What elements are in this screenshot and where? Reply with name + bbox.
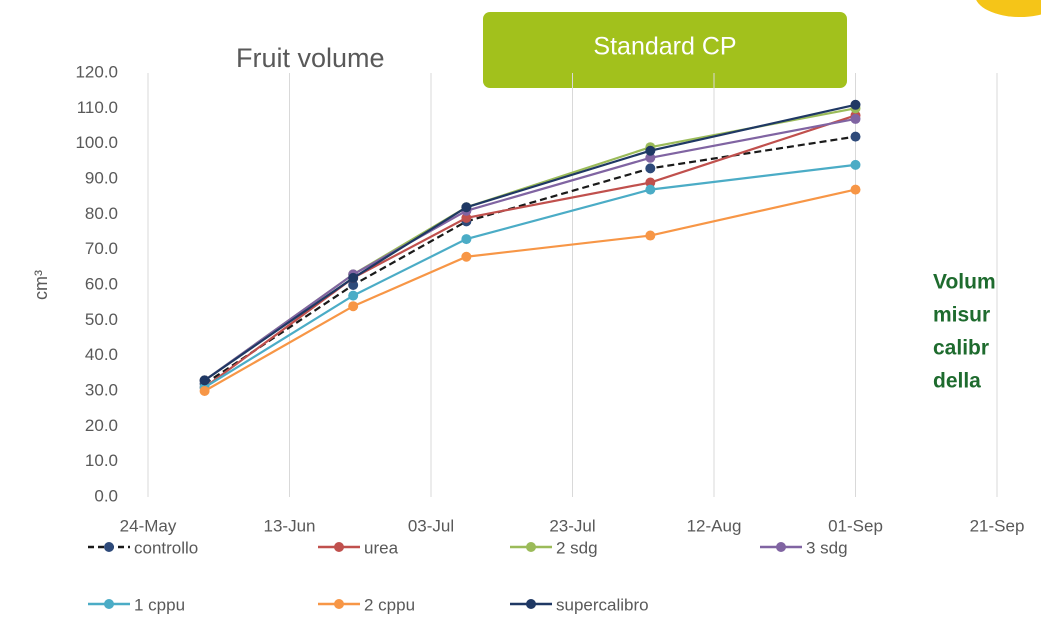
- data-point: [348, 290, 359, 301]
- data-point: [461, 251, 472, 262]
- data-point: [348, 301, 359, 312]
- legend-label: 2 cppu: [364, 595, 415, 614]
- series-line: [203, 114, 856, 389]
- data-point: [850, 99, 861, 110]
- data-point: [850, 159, 861, 170]
- y-tick-label: 90.0: [85, 168, 118, 187]
- data-point: [348, 280, 359, 290]
- legend-label: supercalibro: [556, 595, 649, 614]
- series-line: [203, 107, 856, 382]
- badge: Standard CP: [593, 33, 736, 61]
- data-point: [461, 212, 472, 223]
- legend-label: 1 cppu: [134, 595, 185, 614]
- series-line: [203, 103, 856, 382]
- legend-label: 2 sdg: [556, 538, 598, 557]
- legend-label: urea: [364, 538, 399, 557]
- annotation: della: [933, 370, 981, 393]
- x-tick-label: 13-Jun: [264, 516, 316, 535]
- data-point: [850, 131, 861, 142]
- data-point: [199, 375, 210, 386]
- series-line: [204, 188, 856, 392]
- legend-marker: [104, 599, 114, 609]
- x-tick-label: 23-Jul: [549, 516, 595, 535]
- x-tick-label: 01-Sep: [828, 516, 883, 535]
- legend-marker: [334, 542, 344, 552]
- legend-label: 3 sdg: [806, 538, 848, 557]
- y-axis-label: cm³: [31, 270, 51, 300]
- y-tick-label: 60.0: [85, 274, 118, 293]
- series-line: [203, 135, 856, 385]
- data-point: [348, 272, 359, 283]
- y-tick-label: 70.0: [85, 239, 118, 258]
- data-point: [199, 386, 210, 396]
- annotation: calibr: [933, 337, 989, 360]
- annotation: Volum: [933, 271, 996, 294]
- legend-marker: [334, 599, 344, 609]
- series-line: [204, 163, 856, 389]
- x-tick-label: 24-May: [120, 516, 177, 535]
- data-point: [850, 184, 861, 195]
- y-tick-label: 40.0: [85, 345, 118, 364]
- data-point: [645, 177, 656, 188]
- data-point: [461, 202, 472, 213]
- y-tick-label: 110.0: [77, 98, 118, 117]
- data-point: [645, 152, 656, 163]
- data-point: [645, 184, 656, 195]
- annotation: misur: [933, 304, 990, 327]
- y-tick-label: 120.0: [75, 62, 118, 81]
- decoration: [976, 0, 1041, 17]
- badge-box: [483, 12, 847, 88]
- y-tick-label: 80.0: [85, 204, 118, 223]
- y-tick-label: 30.0: [85, 380, 118, 399]
- y-tick-label: 100.0: [75, 133, 118, 152]
- x-tick-label: 21-Sep: [970, 516, 1025, 535]
- x-tick-label: 12-Aug: [687, 516, 742, 535]
- legend-marker: [526, 542, 536, 552]
- y-tick-label: 20.0: [85, 416, 118, 435]
- data-point: [645, 145, 656, 156]
- data-point: [645, 230, 656, 241]
- y-tick-label: 0.0: [94, 486, 118, 505]
- y-tick-label: 10.0: [85, 451, 118, 470]
- legend-marker: [104, 542, 114, 552]
- data-point: [461, 234, 472, 245]
- legend-label: controllo: [134, 538, 198, 557]
- legend-marker: [776, 542, 786, 552]
- legend-marker: [526, 599, 536, 609]
- data-point: [645, 163, 656, 174]
- data-point: [850, 113, 861, 124]
- y-tick-label: 50.0: [85, 310, 118, 329]
- chart-title: Fruit volume: [236, 43, 385, 73]
- x-tick-label: 03-Jul: [408, 516, 454, 535]
